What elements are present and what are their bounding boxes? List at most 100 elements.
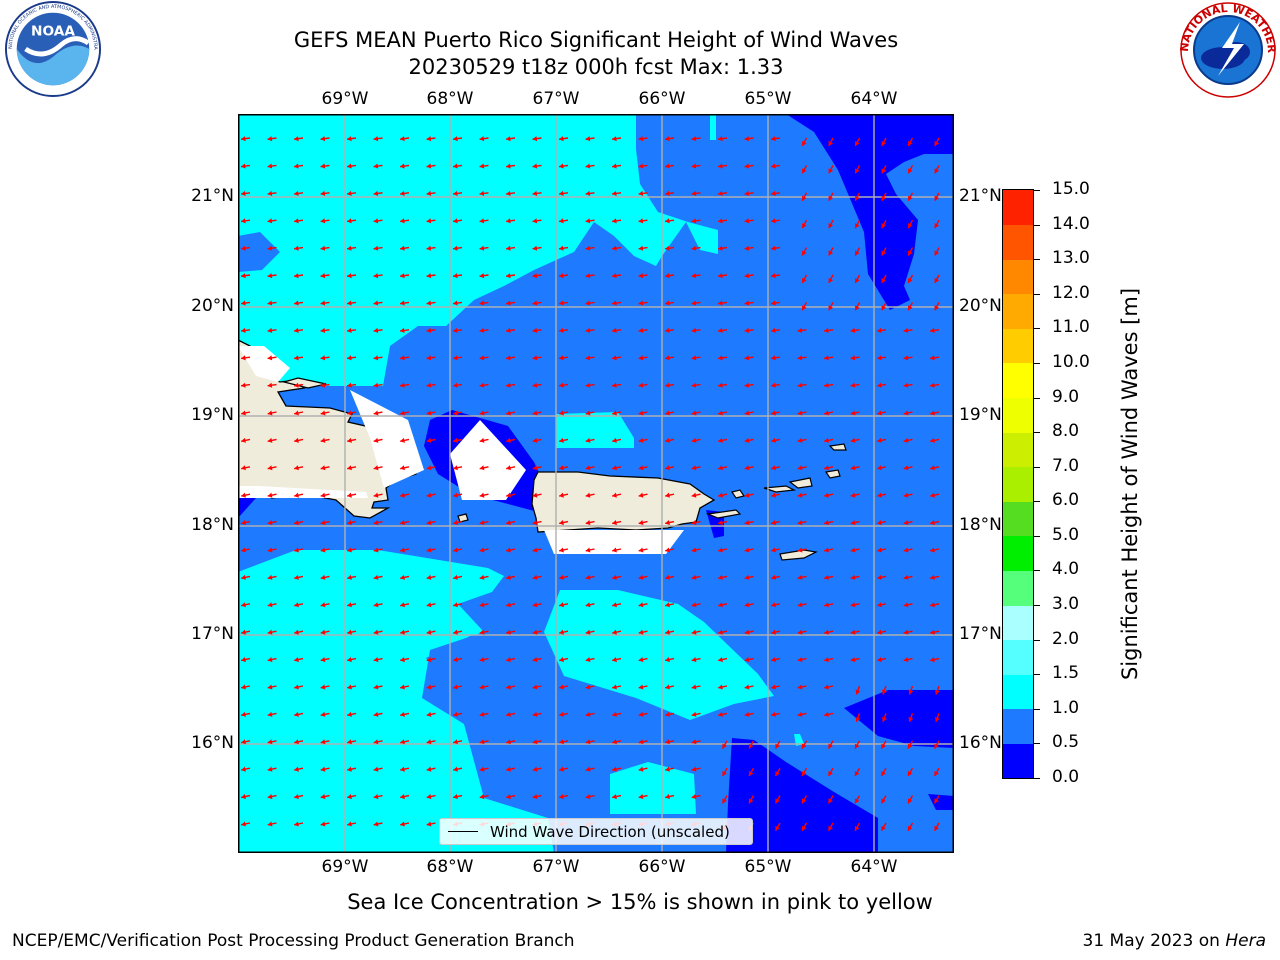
wave-direction-arrowhead [479,547,485,553]
wave-direction-arrowhead [744,657,750,663]
wave-direction-arrowhead [797,410,803,416]
wave-direction-arrowhead [855,195,860,201]
colorbar-swatch [1003,293,1033,329]
wave-direction-arrowhead [930,547,935,553]
wave-direction-arrowhead [908,716,914,722]
wave-direction-arrowhead [506,602,511,608]
wave-direction-arrowhead [532,684,538,690]
land-anegada [828,443,847,451]
wave-direction-arrowhead [771,629,776,635]
colorbar-tick-label: 7.0 [1052,455,1080,476]
wave-direction-arrowhead [267,766,273,772]
wave-direction-arrowhead [638,136,644,142]
wave-direction-arrowhead [559,629,564,635]
wave-direction-arrowhead [771,711,776,717]
wave-direction-arrowhead [612,273,617,279]
wave-direction-arrowhead [453,437,458,443]
lon-label-bottom: 65°W [744,857,792,877]
wave-direction-arrowhead [532,574,538,580]
wave-direction-arrowhead [426,657,432,663]
wave-direction-arrowhead [267,300,273,306]
wave-direction-arrowhead [748,798,754,804]
wave-direction-arrowhead [934,250,940,256]
colorbar-tick [1034,190,1040,191]
colorbar-swatch [1003,605,1033,641]
wave-direction-arrowhead [241,739,246,745]
wave-direction-arrowhead [877,437,882,443]
wave-direction-arrowhead [612,547,617,553]
wave-direction-arrowhead [479,711,485,717]
wave-direction-arrowhead [850,410,856,416]
wave-direction-arrowhead [797,465,803,471]
wave-direction-arrowhead [930,520,935,526]
wave-direction-arrowhead [559,190,564,197]
wave-direction-arrowhead [347,629,352,635]
wave-direction-arrowhead [850,327,856,334]
wave-direction-arrowhead [744,355,750,361]
colorbar-tick-label: 15.0 [1052,179,1090,199]
wave-direction-arrowhead [426,382,432,388]
wave-direction-arrowhead [771,492,776,498]
wave-direction-arrowhead [881,689,887,695]
wave-direction-arrowhead [241,382,246,388]
wave-direction-arrowhead [294,821,299,827]
wave-direction-arrowhead [241,163,246,169]
wave-direction-arrowhead [801,743,807,749]
wave-direction-arrowhead [479,766,485,772]
wave-direction-arrowhead [797,547,803,553]
wave-direction-arrowhead [854,770,860,776]
wave-direction-arrowhead [241,657,246,663]
wave-direction-arrowhead [828,168,834,174]
wave-direction-arrowhead [294,355,299,361]
wave-direction-arrowhead [877,382,882,388]
colorbar [1002,189,1034,779]
wave-direction-arrowhead [532,547,538,553]
wave-direction-arrowhead [638,300,644,306]
wave-direction-arrowhead [903,437,909,443]
wave-direction-arrowhead [347,410,352,416]
wave-direction-arrowhead [506,355,511,361]
wave-direction-arrowhead [802,195,807,201]
wave-direction-arrowhead [691,547,697,553]
colorbar-swatch [1003,397,1033,433]
wave-direction-arrowhead [320,766,326,772]
colorbar-swatch [1003,570,1033,606]
wave-direction-arrowhead [797,382,803,388]
wave-direction-arrowhead [559,711,564,717]
contour-1p0-1p5-pr-north [556,412,634,448]
wave-direction-arrowhead [373,163,379,169]
wave-direction-arrowhead [320,437,326,443]
wave-direction-arrowhead [638,711,644,717]
wave-direction-arrowhead [908,689,914,695]
wave-direction-arrowhead [267,136,273,142]
wave-direction-arrowhead [241,437,246,443]
wave-direction-arrowhead [453,163,458,169]
wave-direction-arrowhead [320,794,326,800]
wave-direction-arrowhead [850,520,856,526]
wave-direction-arrowhead [612,629,617,635]
wave-direction-arrowhead [930,465,935,471]
wave-direction-arrowhead [665,520,670,526]
wave-direction-arrowhead [585,190,591,197]
wave-direction-arrowhead [400,821,405,827]
wave-direction-arrowhead [400,355,405,361]
colorbar-tick [1034,466,1040,468]
wave-direction-arrowhead [347,136,352,142]
map-title: GEFS MEAN Puerto Rico Significant Height… [293,28,899,52]
wave-direction-arrowhead [850,437,856,443]
wave-direction-arrowhead [665,794,670,800]
wave-direction-arrowhead [665,629,670,635]
wave-direction-arrowhead [797,602,803,608]
wave-direction-arrowhead [373,492,379,498]
wave-direction-arrowhead [638,190,644,197]
wave-direction-arrowhead [506,382,511,388]
wave-direction-arrowhead [691,574,697,580]
wave-direction-arrowhead [775,825,780,831]
wave-direction-arrowhead [638,766,644,772]
wave-direction-arrowhead [934,825,939,831]
lon-label-bottom: 66°W [638,857,686,877]
wave-direction-arrowhead [373,602,379,608]
wave-direction-arrowhead [559,465,564,471]
wave-direction-arrowhead [347,739,352,745]
contour-1p0-1p5-south-mid [544,590,774,720]
